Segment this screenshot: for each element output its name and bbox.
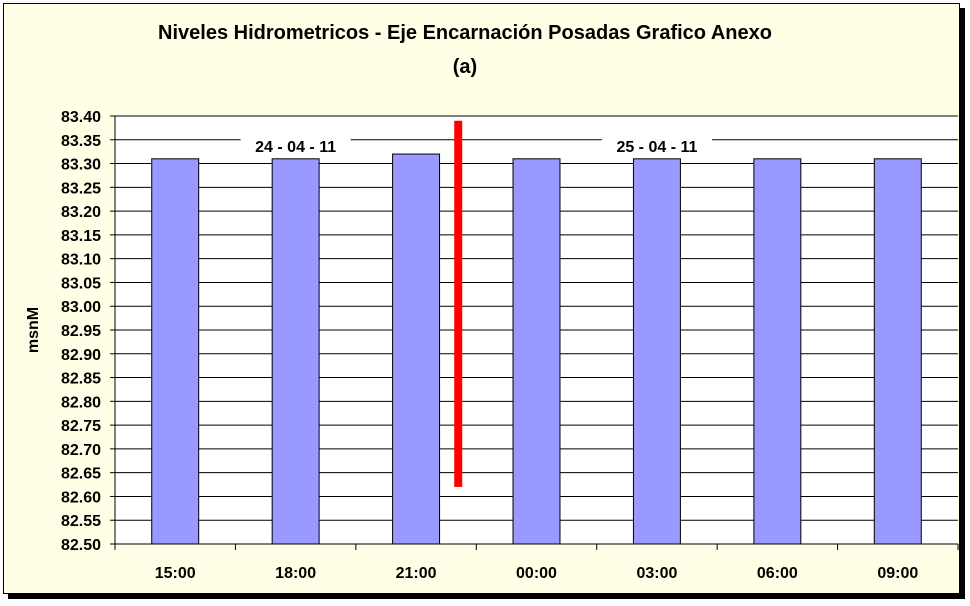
day-separator-line — [454, 120, 463, 487]
y-tick-label: 82.85 — [61, 371, 101, 388]
x-tick-label: 18:00 — [275, 565, 316, 582]
bar — [392, 153, 441, 545]
y-tick-label: 82.55 — [61, 513, 101, 530]
bar — [873, 158, 922, 545]
y-tick-label: 83.00 — [61, 299, 101, 316]
annotation-background — [240, 136, 351, 157]
y-tick-label: 82.75 — [61, 418, 101, 435]
y-tick-label: 82.60 — [61, 489, 101, 506]
y-tick-label: 82.90 — [61, 347, 101, 364]
bar — [512, 158, 561, 545]
x-tick-label: 09:00 — [877, 565, 918, 582]
x-tick-label: 00:00 — [516, 565, 557, 582]
y-tick-label: 83.15 — [61, 228, 101, 245]
bar — [271, 158, 320, 545]
y-tick-label: 83.25 — [61, 180, 101, 197]
x-tick-label: 03:00 — [636, 565, 677, 582]
chart-subtitle: (a) — [452, 56, 478, 78]
y-tick-label: 82.65 — [61, 466, 101, 483]
y-tick-label: 82.70 — [61, 442, 101, 459]
x-tick-label: 15:00 — [155, 565, 196, 582]
y-tick-label: 83.05 — [61, 275, 101, 292]
y-tick-label: 82.80 — [61, 394, 101, 411]
y-tick-label: 83.40 — [61, 109, 101, 126]
y-tick-label: 82.95 — [61, 323, 101, 340]
y-tick-label: 83.35 — [61, 133, 101, 150]
date-annotation: 25 - 04 - 11 — [616, 139, 697, 156]
annotation-background — [601, 136, 712, 157]
y-tick-label: 83.20 — [61, 204, 101, 221]
bar — [753, 158, 802, 545]
chart-title: Niveles Hidrometricos - Eje Encarnación … — [158, 22, 772, 44]
y-tick-label: 83.10 — [61, 252, 101, 269]
y-tick-label: 83.30 — [61, 157, 101, 174]
y-tick-label: 82.50 — [61, 537, 101, 554]
date-annotation: 24 - 04 - 11 — [255, 139, 336, 156]
bar — [151, 158, 200, 545]
x-tick-label: 06:00 — [757, 565, 798, 582]
x-tick-label: 21:00 — [396, 565, 437, 582]
bar — [632, 158, 681, 545]
